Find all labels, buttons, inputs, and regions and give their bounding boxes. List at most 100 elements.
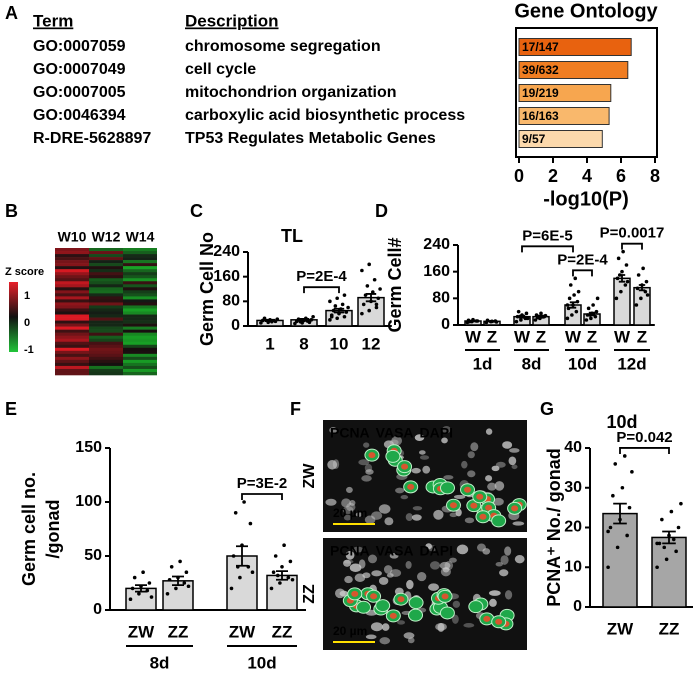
heatmap-cell [55, 317, 89, 321]
data-point [620, 269, 624, 274]
nucleus [349, 563, 362, 572]
nucleus [361, 475, 372, 482]
heatmap-cell [123, 308, 157, 312]
data-point [475, 319, 480, 323]
nucleus [325, 498, 337, 506]
heatmap-cell [55, 290, 89, 294]
heatmap-cell [123, 251, 157, 255]
data-point [565, 316, 570, 321]
heatmap-cell [89, 299, 123, 303]
y-tick-label: 20 [564, 519, 582, 536]
heatmap-cell [123, 344, 157, 349]
heatmap-cell [89, 293, 123, 297]
nucleus [442, 426, 451, 434]
nucleus [494, 481, 505, 491]
data-point [664, 557, 669, 562]
go-description: chromosome segregation [185, 38, 381, 55]
x-tick-label: ZW [128, 622, 155, 641]
value-label: 16/163 [522, 109, 559, 123]
heatmap-cell [89, 314, 123, 318]
data-point [586, 306, 591, 311]
x-tick-label: 8 [299, 334, 308, 353]
error-bar [365, 293, 377, 303]
data-point [679, 501, 683, 506]
nucleus [452, 600, 461, 608]
data-point [539, 311, 543, 316]
nucleus [378, 577, 389, 585]
heatmap-cell [89, 323, 123, 327]
heatmap-cell [123, 365, 157, 370]
error-bar [236, 545, 248, 567]
data-point [288, 559, 293, 564]
pcna-nucleus [511, 505, 519, 512]
x-tick-label: Z [587, 327, 597, 346]
heatmap-cell [89, 368, 123, 373]
nucleus [440, 567, 451, 577]
data-point [565, 303, 570, 307]
data-point [165, 592, 170, 596]
x-tick-label: ZW [229, 622, 256, 641]
p-value-label: P=2E-4 [557, 251, 608, 268]
heatmap-cell [123, 305, 157, 309]
germ-cell [408, 608, 424, 622]
germ-cell [408, 596, 424, 610]
data-point [329, 314, 334, 319]
data-point [367, 308, 371, 313]
germ-cell [439, 606, 455, 620]
data-point [184, 570, 189, 574]
x-axis-label: -log10(P) [543, 188, 629, 210]
data-point [606, 565, 610, 570]
data-point [342, 314, 347, 319]
data-point [589, 316, 593, 321]
heatmap-cell [55, 338, 89, 343]
error-bar [276, 570, 288, 581]
nucleus [411, 467, 421, 474]
data-point [130, 586, 135, 591]
y-tick-label: 160 [213, 268, 240, 285]
nucleus [504, 590, 513, 600]
x-tick-label: 10 [330, 334, 349, 353]
nucleus [485, 475, 493, 482]
x-tick-label: 6 [616, 166, 626, 186]
group-label: 10d [568, 354, 597, 373]
error-bar [569, 301, 577, 309]
panel-label: F [290, 399, 301, 419]
pcna-nucleus [407, 483, 415, 490]
nucleus [371, 570, 382, 577]
data-point [655, 565, 659, 570]
x-tick-label: W [514, 327, 531, 346]
heatmap-cell [89, 266, 123, 270]
data-point [367, 262, 371, 267]
go-term: GO:0007059 [33, 38, 126, 55]
value-label: 39/632 [522, 63, 559, 77]
data-point [273, 554, 278, 558]
heatmap-cell [123, 266, 157, 270]
y-tick-label: 0 [441, 316, 450, 333]
color-scale-tick: 1 [24, 290, 30, 302]
data-point [567, 296, 572, 301]
heatmap-cell [89, 257, 123, 261]
heatmap-cell [89, 260, 123, 264]
go-description: carboxylic acid biosynthetic process [185, 107, 465, 124]
heatmap-cell [55, 329, 89, 333]
germ-cell [491, 514, 507, 528]
data-point [622, 454, 627, 458]
data-point [514, 319, 519, 324]
heatmap-cell [89, 365, 123, 370]
error-bar [298, 318, 310, 322]
x-tick-label: W [614, 327, 631, 346]
group-label: 10d [247, 653, 276, 672]
data-point [169, 565, 174, 569]
data-point [242, 500, 246, 504]
y-tick-label: 80 [432, 290, 450, 307]
nucleus [437, 622, 445, 632]
nucleus [502, 441, 513, 449]
data-point [346, 305, 350, 310]
chart-title: Gene Ontology [514, 0, 658, 22]
nucleus [514, 554, 525, 564]
data-point [671, 537, 676, 542]
image-row-label: ZW [301, 463, 318, 489]
x-tick-label: Z [487, 327, 497, 346]
heatmap-cell [123, 299, 157, 303]
heatmap-cell [55, 335, 89, 340]
